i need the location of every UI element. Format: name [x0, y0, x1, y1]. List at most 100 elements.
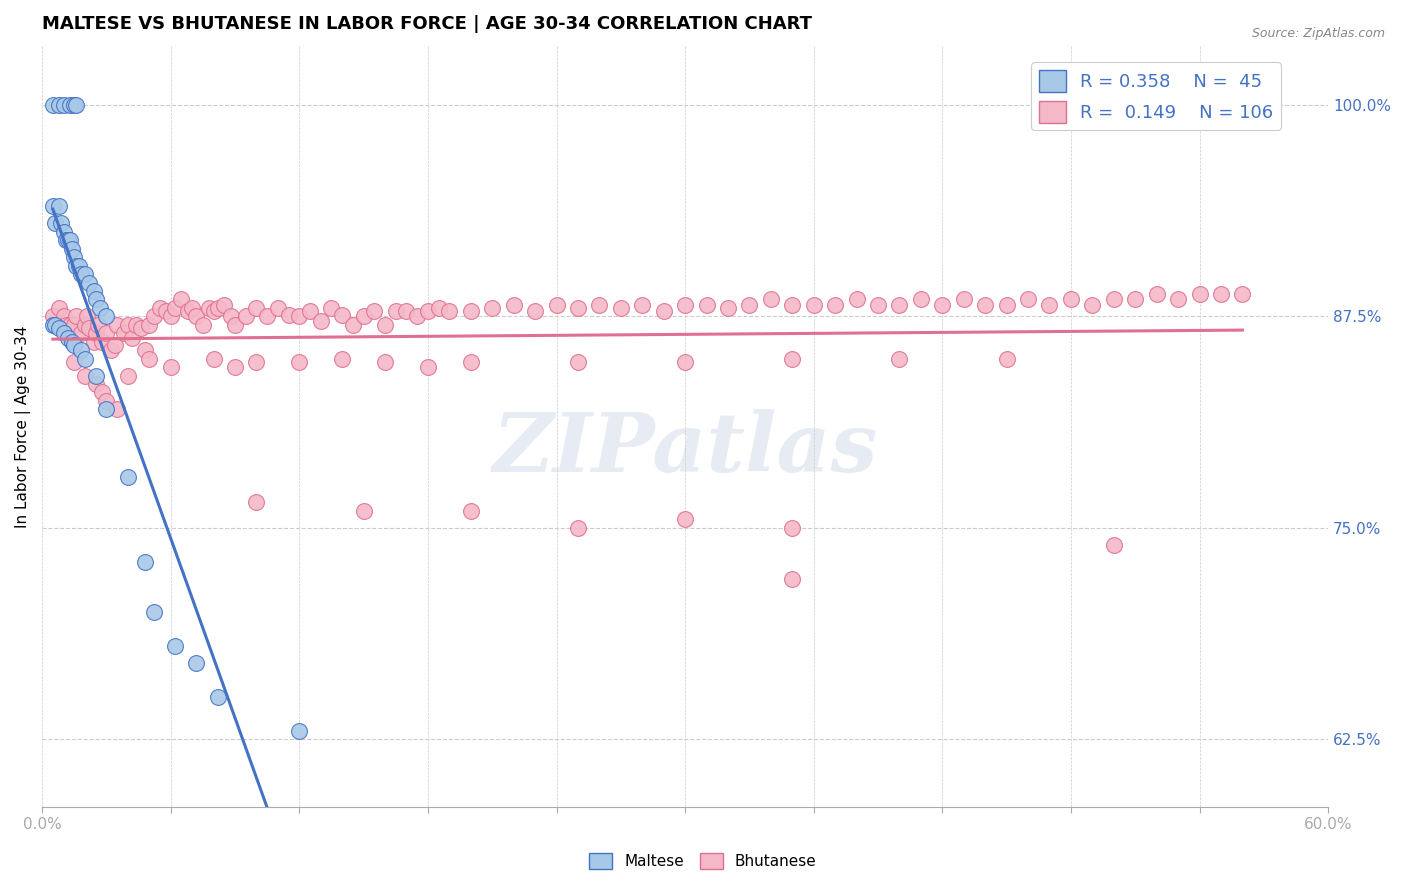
Point	[363, 304, 385, 318]
Point	[910, 293, 932, 307]
Point	[84, 326, 107, 341]
Point	[121, 331, 143, 345]
Point	[974, 297, 997, 311]
Point	[782, 297, 804, 311]
Point	[112, 326, 135, 341]
Point	[44, 318, 66, 332]
Point	[330, 308, 353, 322]
Point	[416, 304, 439, 318]
Y-axis label: In Labor Force | Age 30-34: In Labor Force | Age 30-34	[15, 325, 31, 527]
Point	[77, 276, 100, 290]
Point	[673, 512, 696, 526]
Point	[416, 360, 439, 375]
Point	[330, 351, 353, 366]
Point	[1209, 287, 1232, 301]
Point	[170, 293, 193, 307]
Point	[129, 321, 152, 335]
Point	[460, 304, 482, 318]
Point	[673, 297, 696, 311]
Point	[186, 656, 208, 670]
Point	[56, 331, 79, 345]
Point	[256, 310, 278, 324]
Point	[717, 301, 740, 315]
Text: Source: ZipAtlas.com: Source: ZipAtlas.com	[1251, 27, 1385, 40]
Point	[782, 521, 804, 535]
Point	[63, 355, 86, 369]
Point	[163, 640, 186, 654]
Point	[44, 318, 66, 332]
Point	[65, 310, 87, 324]
Point	[181, 301, 204, 315]
Point	[65, 98, 87, 112]
Point	[198, 301, 221, 315]
Point	[73, 368, 96, 383]
Point	[288, 723, 311, 738]
Point	[159, 360, 181, 375]
Point	[83, 334, 105, 349]
Point	[63, 98, 86, 112]
Point	[288, 310, 311, 324]
Point	[353, 310, 375, 324]
Legend: R = 0.358    N =  45, R =  0.149    N = 106: R = 0.358 N = 45, R = 0.149 N = 106	[1032, 62, 1281, 130]
Point	[889, 351, 911, 366]
Point	[105, 402, 128, 417]
Point	[117, 470, 139, 484]
Point	[782, 572, 804, 586]
Point	[374, 318, 396, 332]
Point	[460, 355, 482, 369]
Point	[89, 301, 111, 315]
Point	[353, 504, 375, 518]
Point	[96, 402, 118, 417]
Point	[44, 216, 66, 230]
Point	[48, 199, 70, 213]
Point	[1102, 293, 1125, 307]
Point	[824, 297, 846, 311]
Point	[105, 318, 128, 332]
Point	[77, 321, 100, 335]
Point	[84, 368, 107, 383]
Point	[309, 314, 332, 328]
Point	[42, 310, 65, 324]
Point	[117, 318, 139, 332]
Point	[546, 297, 568, 311]
Point	[995, 351, 1018, 366]
Point	[138, 318, 160, 332]
Point	[1081, 297, 1104, 311]
Point	[52, 98, 75, 112]
Point	[142, 606, 165, 620]
Point	[56, 326, 79, 341]
Point	[59, 318, 82, 332]
Point	[460, 504, 482, 518]
Point	[67, 259, 90, 273]
Point	[87, 318, 110, 332]
Point	[235, 310, 257, 324]
Point	[52, 225, 75, 239]
Point	[63, 338, 86, 352]
Point	[502, 297, 524, 311]
Point	[214, 297, 236, 311]
Point	[567, 355, 589, 369]
Point	[60, 242, 83, 256]
Point	[48, 98, 70, 112]
Point	[149, 301, 172, 315]
Point	[104, 338, 127, 352]
Point	[288, 355, 311, 369]
Point	[142, 310, 165, 324]
Point	[1060, 293, 1083, 307]
Point	[52, 326, 75, 341]
Point	[1017, 293, 1039, 307]
Point	[117, 368, 139, 383]
Point	[567, 521, 589, 535]
Point	[321, 301, 343, 315]
Point	[1146, 287, 1168, 301]
Point	[155, 304, 177, 318]
Point	[738, 297, 761, 311]
Point	[48, 301, 70, 315]
Point	[202, 351, 225, 366]
Point	[1188, 287, 1211, 301]
Point	[207, 690, 229, 704]
Point	[55, 233, 77, 247]
Point	[652, 304, 675, 318]
Point	[995, 297, 1018, 311]
Point	[134, 555, 156, 569]
